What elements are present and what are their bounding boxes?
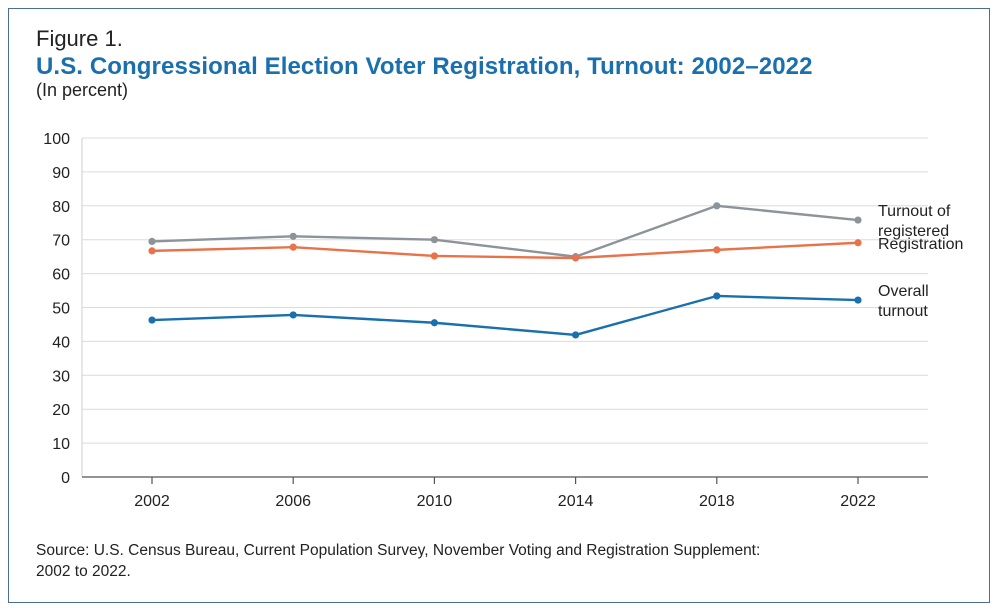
data-point [148, 316, 156, 324]
data-point [713, 292, 721, 300]
y-tick-label: 0 [61, 470, 70, 487]
y-tick-label: 80 [52, 199, 70, 216]
y-tick-label: 20 [52, 402, 70, 419]
data-point [289, 232, 297, 240]
y-axis-ticks: 0 10 20 30 40 50 60 70 80 90 100 [43, 131, 70, 487]
series-label: turnout [878, 303, 928, 320]
x-tick-label: 2006 [275, 493, 311, 510]
chart-subtitle: (In percent) [36, 80, 129, 100]
x-tick-label: 2022 [840, 493, 876, 510]
data-point [148, 237, 156, 245]
data-point [289, 311, 297, 319]
data-point [572, 331, 580, 339]
y-tick-label: 50 [52, 301, 70, 318]
data-point [430, 252, 438, 260]
data-point [148, 247, 156, 255]
gridlines [82, 137, 928, 444]
x-tick-label: 2010 [417, 493, 453, 510]
y-tick-label: 100 [43, 131, 70, 148]
data-point [430, 236, 438, 244]
data-point [854, 216, 862, 224]
data-point [854, 239, 862, 247]
y-tick-label: 60 [52, 267, 70, 284]
source-note: Source: U.S. Census Bureau, Current Popu… [36, 540, 936, 582]
series-label: Turnout of [878, 203, 951, 220]
series-line-turnout-of-registered [151, 204, 859, 258]
data-point [572, 254, 580, 262]
source-line-1: Source: U.S. Census Bureau, Current Popu… [36, 542, 761, 559]
series-label: Registration [878, 236, 963, 253]
x-axis-ticks: 2002 2006 2010 2014 2018 2022 [134, 477, 876, 510]
x-tick-label: 2002 [134, 493, 170, 510]
y-tick-label: 30 [52, 368, 70, 385]
data-point [713, 202, 721, 210]
series-group [148, 202, 862, 339]
x-tick-label: 2018 [699, 493, 735, 510]
chart-title: U.S. Congressional Election Voter Regist… [36, 53, 813, 80]
figure-label: Figure 1. [36, 26, 123, 51]
series-label: registered [878, 223, 949, 240]
x-tick-label: 2014 [558, 493, 594, 510]
y-tick-label: 10 [52, 436, 70, 453]
data-point [430, 319, 438, 327]
y-tick-label: 40 [52, 334, 70, 351]
x-axis [81, 138, 928, 478]
data-point [713, 246, 721, 254]
y-tick-label: 70 [52, 233, 70, 250]
data-point [289, 243, 297, 251]
series-line-overall-turnout [151, 294, 859, 337]
figure-frame [8, 8, 990, 603]
series-line-registration [151, 241, 859, 260]
series-label: Overall [878, 283, 929, 300]
y-tick-label: 90 [52, 165, 70, 182]
data-point [854, 296, 862, 304]
source-line-2: 2002 to 2022. [36, 563, 131, 580]
